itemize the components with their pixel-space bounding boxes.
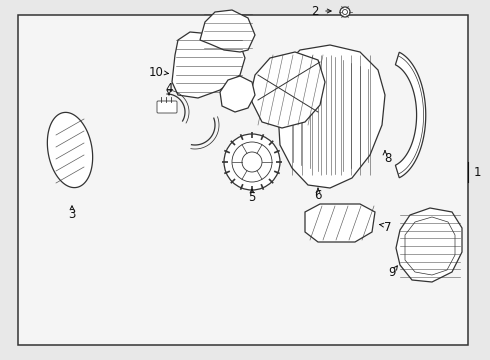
Polygon shape: [48, 112, 93, 188]
Text: 4: 4: [165, 81, 173, 95]
Text: 7: 7: [384, 220, 392, 234]
Circle shape: [232, 142, 272, 182]
Circle shape: [343, 9, 347, 14]
Polygon shape: [395, 52, 426, 178]
Text: 1: 1: [473, 166, 481, 179]
Circle shape: [224, 134, 280, 190]
Circle shape: [340, 7, 350, 17]
Polygon shape: [396, 208, 462, 282]
Text: 6: 6: [314, 189, 322, 202]
FancyBboxPatch shape: [157, 101, 177, 113]
Polygon shape: [220, 76, 255, 112]
Polygon shape: [200, 10, 255, 52]
Text: 8: 8: [384, 152, 392, 165]
Text: 10: 10: [148, 66, 164, 78]
Text: 5: 5: [248, 190, 256, 203]
Polygon shape: [278, 45, 385, 188]
Text: 2: 2: [311, 5, 319, 18]
Text: 9: 9: [388, 266, 396, 279]
Circle shape: [242, 152, 262, 172]
Polygon shape: [252, 52, 325, 128]
Text: 3: 3: [68, 207, 75, 220]
Polygon shape: [305, 204, 375, 242]
Polygon shape: [172, 32, 245, 98]
